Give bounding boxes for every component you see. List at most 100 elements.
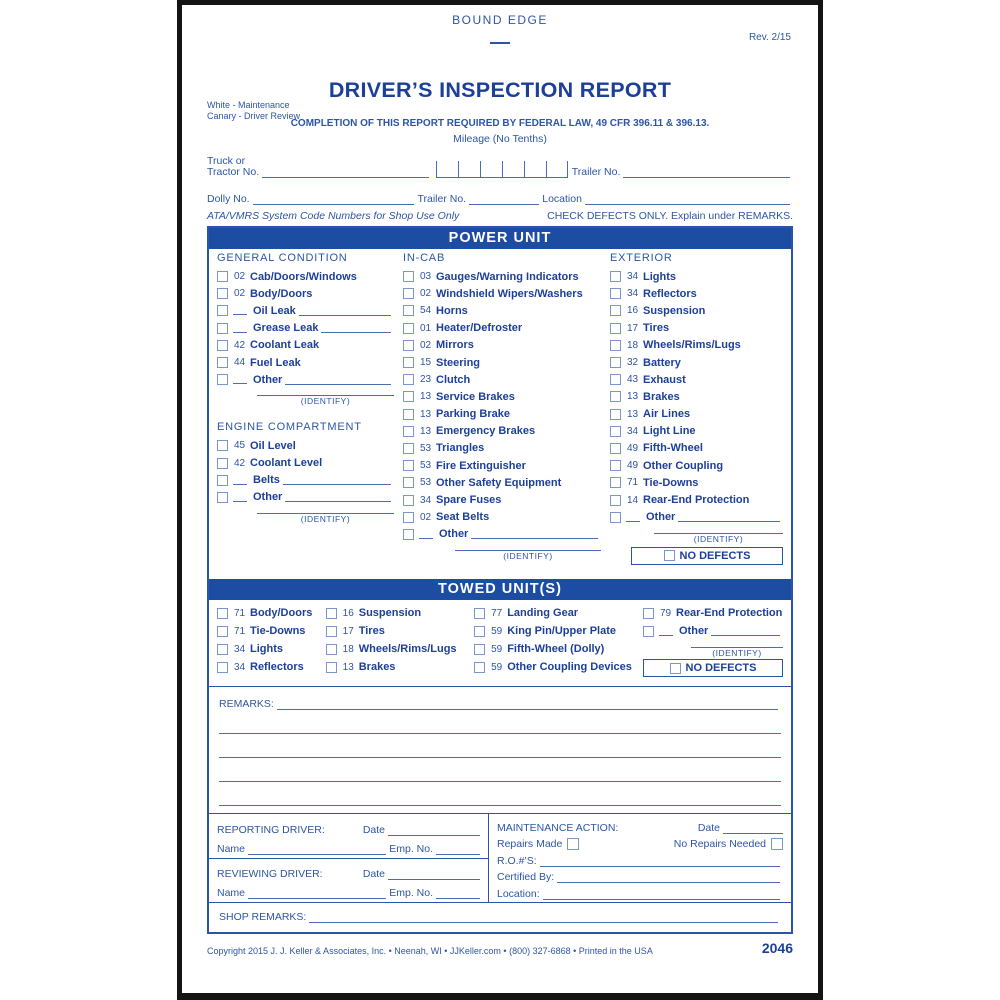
defect-checkbox[interactable]: [403, 271, 414, 283]
no-defects-checkbox[interactable]: [669, 662, 681, 674]
defect-checkbox[interactable]: [325, 643, 337, 655]
defect-checkbox[interactable]: [474, 625, 486, 637]
defect-checkbox[interactable]: [403, 528, 414, 540]
vmrs-code-blank[interactable]: [419, 530, 433, 539]
defect-checkbox[interactable]: [610, 374, 621, 386]
vmrs-code-blank[interactable]: [233, 306, 247, 316]
write-in-line[interactable]: [282, 475, 391, 486]
emp-no-line[interactable]: [436, 845, 480, 855]
vmrs-code-blank[interactable]: [659, 627, 673, 636]
remarks-line[interactable]: [219, 782, 781, 806]
write-in-line[interactable]: [711, 626, 780, 636]
date-line[interactable]: [723, 824, 783, 834]
trailer-no-line[interactable]: [623, 168, 790, 178]
name-line[interactable]: [248, 889, 387, 899]
name-line[interactable]: [248, 845, 387, 855]
vmrs-code-blank[interactable]: [233, 324, 247, 333]
defect-checkbox[interactable]: [403, 477, 414, 489]
defect-checkbox[interactable]: [403, 374, 414, 386]
vmrs-code-blank[interactable]: [233, 493, 247, 502]
write-in-line[interactable]: [285, 375, 391, 385]
no-defects-checkbox[interactable]: [663, 550, 675, 562]
identify-line[interactable]: [654, 526, 783, 534]
ro-number-line[interactable]: [539, 857, 780, 867]
defect-checkbox[interactable]: [610, 460, 621, 472]
identify-line[interactable]: [257, 388, 394, 397]
defect-checkbox[interactable]: [610, 511, 621, 523]
defect-checkbox[interactable]: [403, 288, 414, 300]
defect-checkbox[interactable]: [474, 643, 486, 655]
defect-checkbox[interactable]: [474, 607, 486, 619]
defect-checkbox[interactable]: [610, 494, 621, 506]
defect-checkbox[interactable]: [403, 339, 414, 351]
identify-line[interactable]: [691, 640, 783, 648]
repairs-made-checkbox[interactable]: [567, 838, 580, 851]
defect-checkbox[interactable]: [610, 391, 621, 403]
defect-checkbox[interactable]: [610, 322, 621, 334]
remarks-line[interactable]: [276, 700, 778, 710]
defect-checkbox[interactable]: [403, 305, 414, 317]
maint-location-line[interactable]: [542, 890, 780, 900]
defect-checkbox[interactable]: [217, 305, 228, 317]
defect-checkbox[interactable]: [217, 491, 228, 503]
defect-checkbox[interactable]: [643, 607, 654, 619]
mileage-boxes[interactable]: [435, 161, 568, 178]
remarks-line[interactable]: [219, 758, 781, 782]
defect-checkbox[interactable]: [610, 408, 621, 420]
defect-checkbox[interactable]: [610, 425, 621, 437]
defect-checkbox[interactable]: [610, 339, 621, 351]
defect-checkbox[interactable]: [610, 271, 621, 283]
defect-checkbox[interactable]: [217, 607, 228, 619]
write-in-line[interactable]: [285, 492, 391, 503]
write-in-line[interactable]: [321, 323, 391, 334]
date-line[interactable]: [388, 870, 480, 880]
defect-checkbox[interactable]: [217, 440, 228, 452]
shop-remarks-line[interactable]: [309, 913, 778, 923]
identify-line[interactable]: [455, 543, 601, 551]
location-line[interactable]: [584, 195, 790, 205]
defect-checkbox[interactable]: [403, 322, 414, 334]
defect-checkbox[interactable]: [403, 460, 414, 472]
truck-no-line[interactable]: [262, 168, 429, 178]
remarks-line[interactable]: [219, 710, 781, 734]
defect-checkbox[interactable]: [403, 408, 414, 420]
certified-by-line[interactable]: [557, 873, 780, 884]
defect-checkbox[interactable]: [325, 661, 337, 673]
vmrs-code-blank[interactable]: [233, 375, 247, 385]
defect-checkbox[interactable]: [217, 322, 228, 334]
dolly-no-line[interactable]: [252, 195, 415, 205]
vmrs-code-blank[interactable]: [233, 476, 247, 485]
defect-checkbox[interactable]: [403, 425, 414, 437]
defect-checkbox[interactable]: [217, 661, 228, 673]
defect-checkbox[interactable]: [403, 357, 414, 369]
vmrs-code-blank[interactable]: [626, 513, 640, 522]
defect-checkbox[interactable]: [403, 442, 414, 454]
defect-checkbox[interactable]: [403, 494, 414, 506]
defect-checkbox[interactable]: [217, 643, 228, 655]
defect-checkbox[interactable]: [325, 625, 337, 637]
defect-checkbox[interactable]: [610, 477, 621, 489]
defect-checkbox[interactable]: [610, 442, 621, 454]
emp-no-line[interactable]: [436, 889, 480, 899]
no-repairs-checkbox[interactable]: [771, 838, 783, 851]
defect-checkbox[interactable]: [217, 339, 228, 351]
defect-checkbox[interactable]: [217, 374, 228, 386]
write-in-line[interactable]: [471, 529, 598, 540]
defect-checkbox[interactable]: [610, 288, 621, 300]
defect-checkbox[interactable]: [217, 457, 228, 469]
defect-checkbox[interactable]: [474, 661, 486, 673]
defect-checkbox[interactable]: [610, 357, 621, 369]
defect-checkbox[interactable]: [325, 607, 337, 619]
defect-checkbox[interactable]: [403, 391, 414, 403]
defect-checkbox[interactable]: [610, 305, 621, 317]
defect-checkbox[interactable]: [217, 625, 228, 637]
identify-line[interactable]: [257, 506, 394, 515]
defect-checkbox[interactable]: [403, 511, 414, 523]
defect-checkbox[interactable]: [217, 357, 228, 369]
defect-checkbox[interactable]: [217, 474, 228, 486]
date-line[interactable]: [388, 826, 480, 836]
trailer2-no-line[interactable]: [469, 195, 540, 205]
write-in-line[interactable]: [298, 306, 391, 316]
defect-checkbox[interactable]: [217, 271, 228, 283]
defect-checkbox[interactable]: [643, 625, 654, 637]
